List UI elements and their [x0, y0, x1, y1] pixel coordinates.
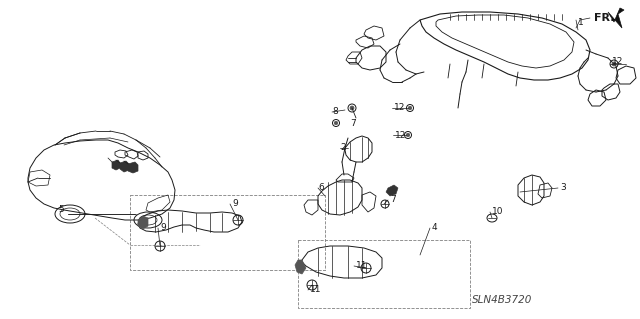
- Text: 7: 7: [390, 196, 396, 204]
- Text: FR.: FR.: [594, 13, 614, 23]
- Text: 7: 7: [350, 118, 356, 128]
- Ellipse shape: [350, 106, 354, 110]
- Text: 10: 10: [492, 207, 504, 217]
- Text: 2: 2: [340, 144, 346, 152]
- Text: 12: 12: [612, 57, 623, 66]
- Text: 6: 6: [318, 183, 324, 192]
- Polygon shape: [295, 260, 306, 274]
- Polygon shape: [128, 162, 138, 173]
- Text: 3: 3: [560, 183, 566, 192]
- Text: 4: 4: [432, 224, 438, 233]
- Text: 11: 11: [310, 286, 321, 294]
- Ellipse shape: [612, 62, 616, 66]
- Text: 9: 9: [160, 224, 166, 233]
- Text: 11: 11: [356, 262, 367, 271]
- Text: 1: 1: [578, 18, 584, 27]
- Text: SLN4B3720: SLN4B3720: [472, 295, 532, 305]
- Text: 12: 12: [394, 103, 405, 113]
- Text: 12: 12: [395, 130, 406, 139]
- Polygon shape: [112, 160, 120, 170]
- Text: 8: 8: [332, 108, 338, 116]
- Polygon shape: [120, 161, 129, 172]
- Text: 9: 9: [232, 199, 237, 209]
- Ellipse shape: [406, 133, 410, 137]
- Polygon shape: [608, 8, 624, 28]
- Polygon shape: [138, 216, 148, 229]
- Ellipse shape: [334, 121, 338, 125]
- Polygon shape: [386, 185, 398, 196]
- Text: 5: 5: [58, 205, 64, 214]
- Ellipse shape: [408, 106, 412, 110]
